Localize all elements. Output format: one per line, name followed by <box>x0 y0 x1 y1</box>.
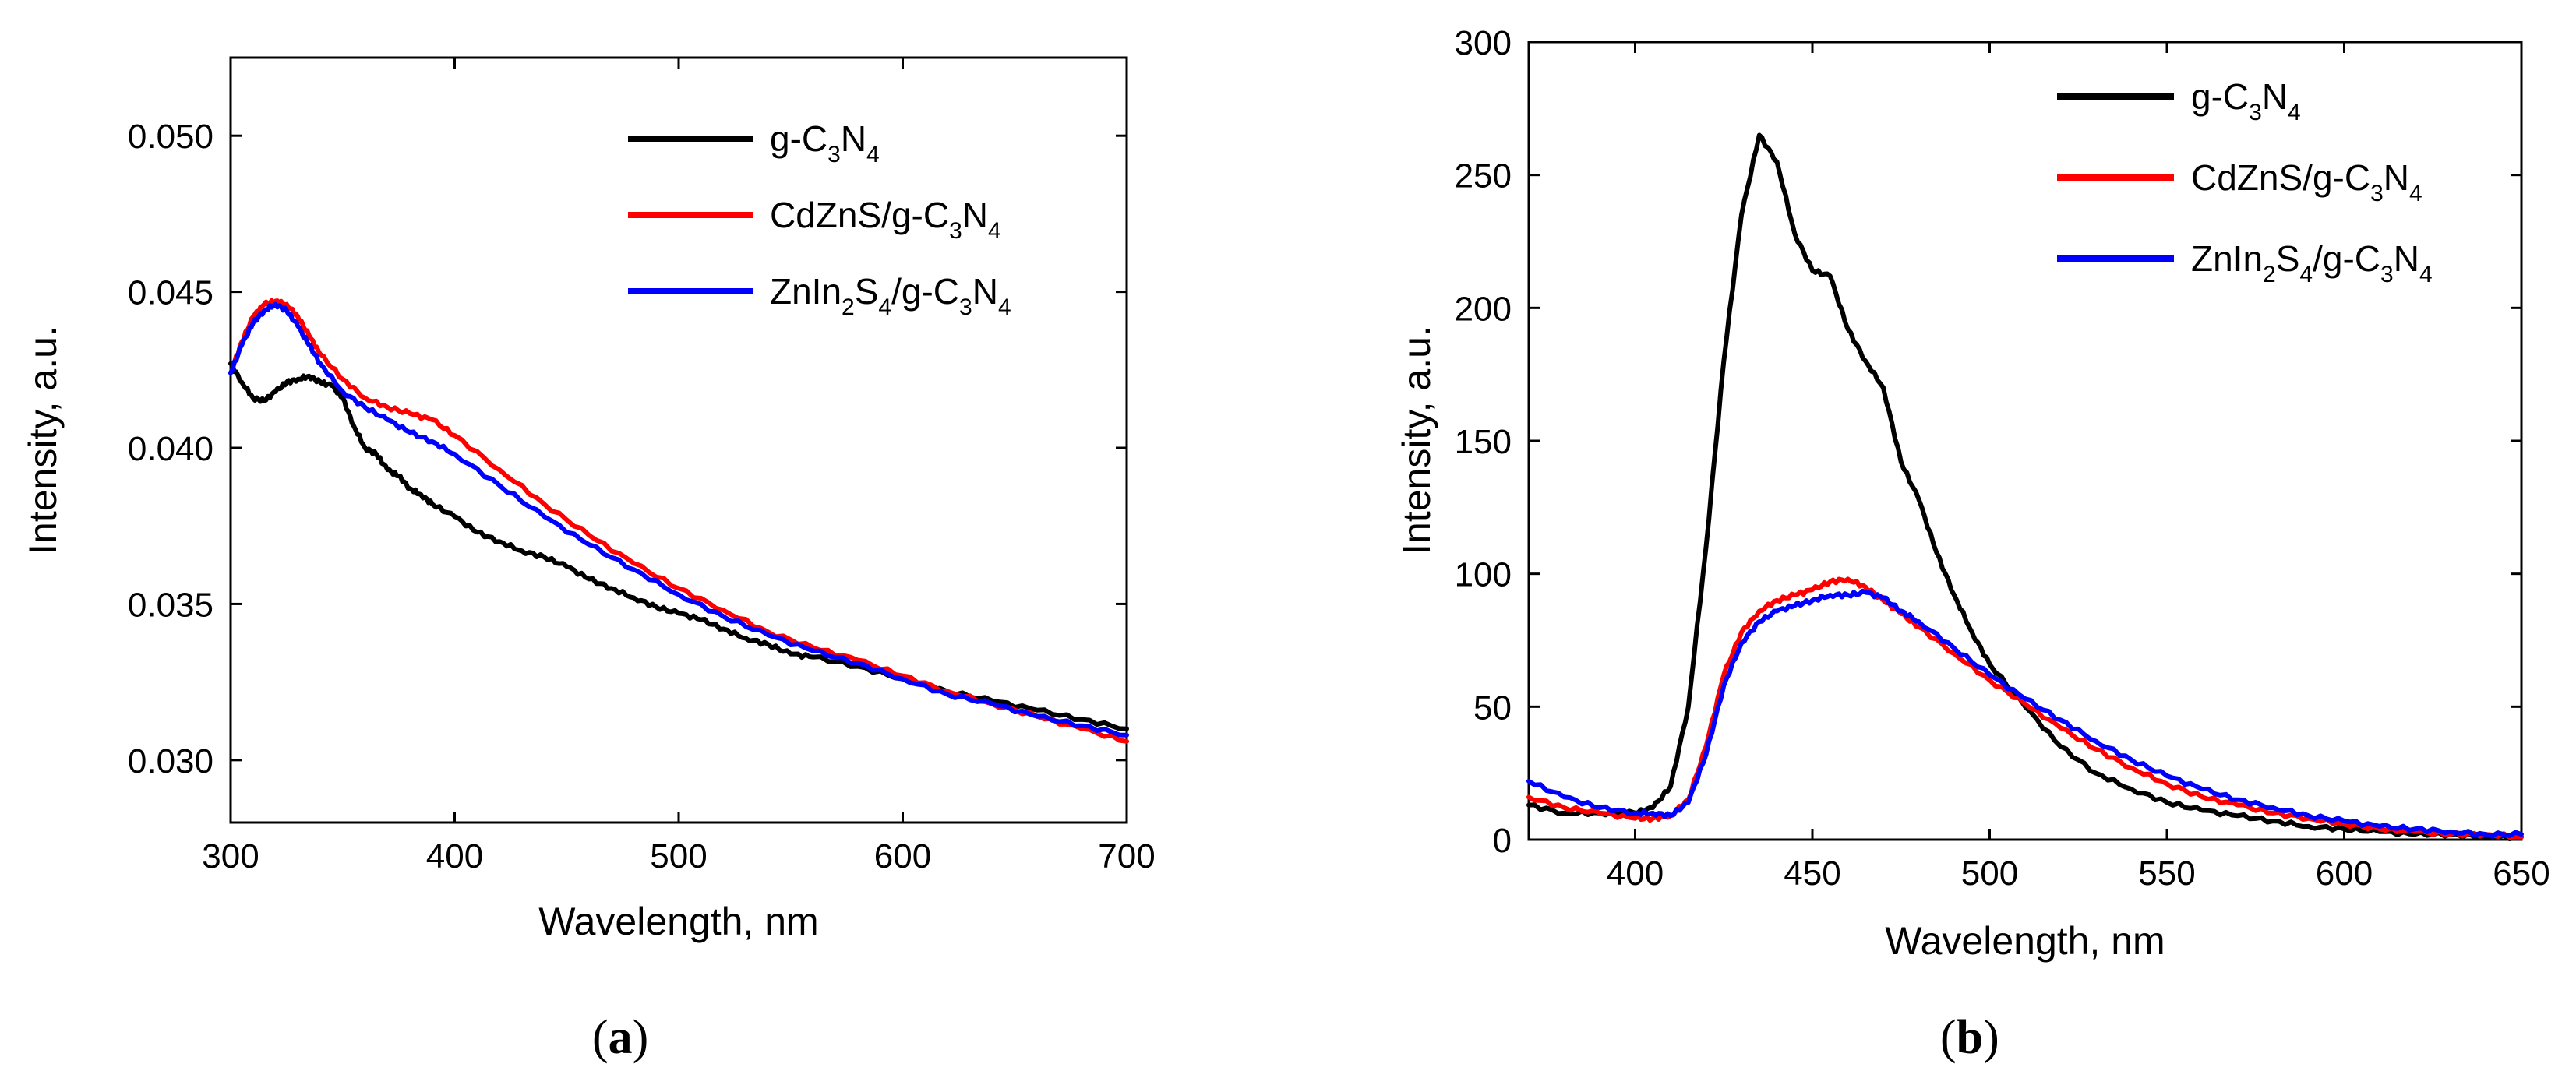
chart-b-series <box>1526 132 2524 842</box>
x-tick-label: 600 <box>874 837 931 875</box>
y-tick-label: 100 <box>1455 556 1512 594</box>
y-tick-label: 0.035 <box>128 586 213 624</box>
chart-b-plot-frame <box>1527 41 2523 841</box>
y-tick-label: 0.040 <box>128 430 213 468</box>
legend-label: CdZnS/g-C3N4 <box>2191 157 2422 206</box>
legend-label: g-C3N4 <box>770 118 880 167</box>
chart-a: 300 400 500 600 700 0.030 0.035 0.040 0.045 0.050… <box>21 56 1156 1064</box>
chart-a-xlabel: Wavelength, nm <box>538 900 818 943</box>
chart-b: 400 450 500 550 600 650 0 50 100 150 200 250 300 Wav… <box>1395 24 2550 1064</box>
legend-label: CdZnS/g-C3N4 <box>770 195 1001 244</box>
chart-a-ticks: 300 400 500 600 700 0.030 0.035 0.040 0.045 0.050 <box>128 58 1156 875</box>
x-tick-label: 550 <box>2138 854 2195 893</box>
legend-label: ZnIn2S4/g-C3N4 <box>2191 238 2433 287</box>
y-tick-label: 50 <box>1473 689 1512 727</box>
x-tick-label: 450 <box>1784 854 1840 893</box>
series-line-b-0 <box>1526 132 2524 842</box>
chart-b-ylabel: Intensity, a.u. <box>1395 326 1438 555</box>
panel-label-a: (a) <box>592 1011 648 1064</box>
y-tick-label: 250 <box>1455 157 1512 196</box>
y-tick-label: 200 <box>1455 290 1512 328</box>
chart-a-series <box>228 298 1129 744</box>
x-tick-label: 500 <box>650 837 707 875</box>
x-tick-label: 300 <box>202 837 259 875</box>
y-tick-label: 0.045 <box>128 274 213 312</box>
x-tick-label: 700 <box>1098 837 1155 875</box>
legend-label: ZnIn2S4/g-C3N4 <box>770 271 1011 320</box>
chart-a-ylabel: Intensity, a.u. <box>21 326 65 555</box>
y-tick-label: 150 <box>1455 423 1512 461</box>
y-tick-label: 0.050 <box>128 118 213 156</box>
series-line-b-2 <box>1526 588 2524 839</box>
panel-label-b: (b) <box>1940 1011 1999 1064</box>
chart-b-legend: g-C3N4 CdZnS/g-C3N4 ZnIn2S4/g-C3N4 <box>2057 76 2433 287</box>
x-tick-label: 650 <box>2493 854 2550 893</box>
chart-a-plot-frame <box>229 56 1128 824</box>
chart-a-legend: g-C3N4 CdZnS/g-C3N4 ZnIn2S4/g-C3N4 <box>628 118 1011 320</box>
y-tick-label: 300 <box>1455 24 1512 62</box>
chart-b-ticks: 400 450 500 550 600 650 0 50 100 150 200 250 300 <box>1455 24 2550 893</box>
legend-label: g-C3N4 <box>2191 76 2301 125</box>
x-tick-label: 600 <box>2316 854 2373 893</box>
series-line-a-1 <box>228 298 1129 744</box>
series-line-a-0 <box>228 361 1129 731</box>
chart-b-xlabel: Wavelength, nm <box>1885 919 2165 963</box>
y-tick-label: 0 <box>1493 822 1512 860</box>
x-tick-label: 400 <box>426 837 483 875</box>
y-tick-label: 0.030 <box>128 742 213 780</box>
series-line-a-2 <box>228 301 1129 738</box>
x-tick-label: 400 <box>1607 854 1664 893</box>
x-tick-label: 500 <box>1961 854 2018 893</box>
